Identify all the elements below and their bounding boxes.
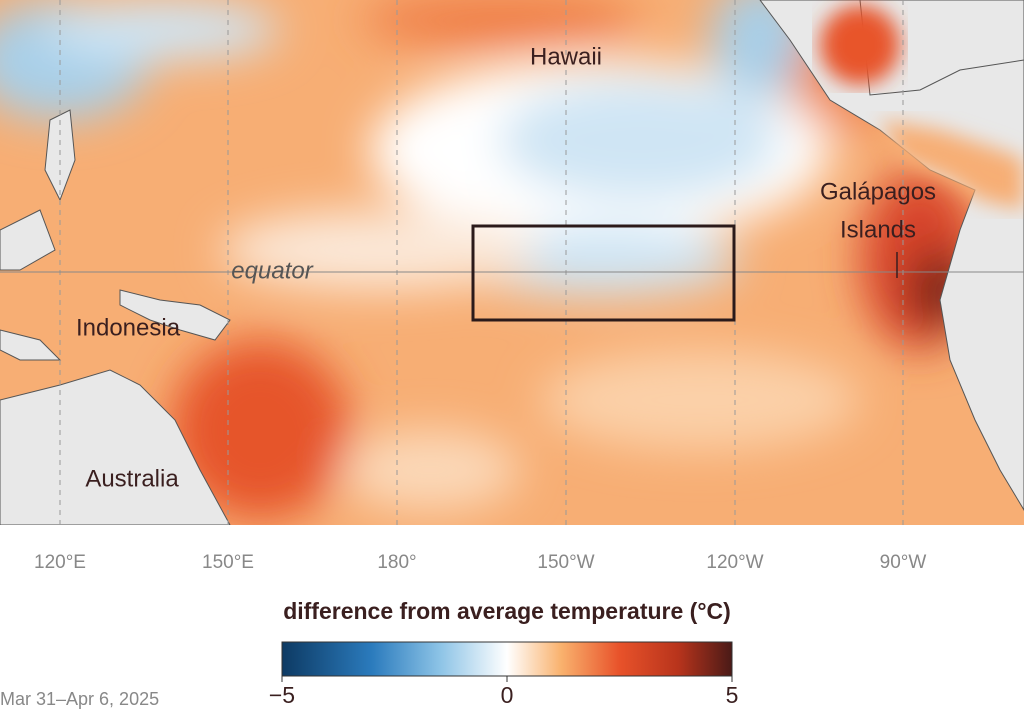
longitude-label: 180° [377,552,416,573]
longitude-label: 150°W [537,552,594,573]
colorbar-tick-label: −5 [269,682,295,708]
longitude-label: 150°E [202,552,254,573]
legend-title: difference from average temperature (°C) [283,598,731,624]
nino-region-box [471,224,736,322]
place-label: Hawaii [530,43,602,70]
land [0,0,1024,525]
place-label: Australia [85,465,179,492]
place-label: equator [231,257,313,284]
colorbar-tick-label: 0 [501,682,514,708]
place-label: Galápagos [820,178,936,205]
colorbar-tick-label: 5 [726,682,739,708]
longitude-label: 120°W [706,552,763,573]
longitude-label: 90°W [880,552,927,573]
date-label: Mar 31–Apr 6, 2025 [0,689,159,709]
place-label: Indonesia [76,314,181,341]
place-label: Islands [840,216,916,243]
longitude-labels: 120°E 150°E 180° 150°W 120°W 90°W [34,552,926,573]
colorbar [281,641,733,677]
longitude-label: 120°E [34,552,86,573]
sea-surface-map [0,0,1024,525]
colorbar-ticks: −5 0 5 [269,676,739,708]
